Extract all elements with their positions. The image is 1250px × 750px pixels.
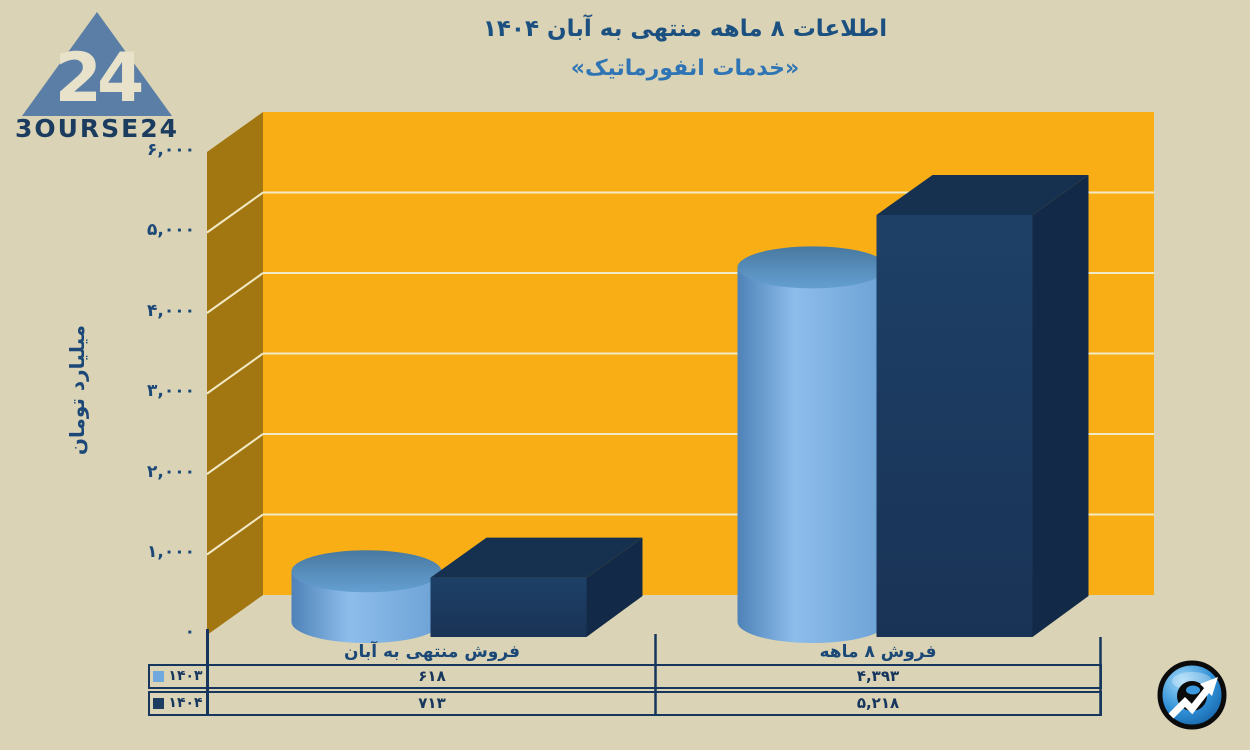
legend-swatch-1404: [153, 698, 165, 709]
y-tick-4000: ۴,۰۰۰: [147, 301, 195, 321]
gridline-side: [206, 433, 264, 475]
box-side-1404-cat2: [1032, 174, 1089, 638]
box-top-1404-cat1: [430, 537, 643, 578]
chart-side-wall: [207, 112, 263, 635]
table-value-1403-cat1: ۶۱۸: [418, 667, 446, 685]
y-tick-0: ۰: [184, 622, 195, 642]
category-label-sales-8-months: فروش ۸ ماهه: [819, 642, 937, 662]
category-label-sales-ending-aban: فروش منتهی به آبان: [343, 642, 521, 662]
y-tick-5000: ۵,۰۰۰: [147, 220, 195, 240]
stock-arrow-ball-logo: [1157, 660, 1227, 730]
ball-logo-arrow-head: [1200, 677, 1218, 696]
chart-back-wall: [263, 112, 1154, 595]
bourse24-triangle-logo: 24 3OURSE24: [15, 12, 179, 142]
table-row-1404-frame: [148, 691, 1102, 716]
cylinder-top-1403-cat2: [737, 246, 888, 289]
y-tick-1000: ۱,۰۰۰: [147, 542, 195, 562]
cylinder-1403-cat2: [737, 267, 888, 643]
y-tick-3000: ۳,۰۰۰: [147, 381, 195, 401]
box-side-1404-cat1: [586, 537, 643, 637]
y-tick-6000: ۶,۰۰۰: [147, 140, 195, 160]
cylinder-top-1403-cat1: [291, 550, 442, 593]
gridline-side: [206, 191, 264, 234]
legend-year-1403: ۱۴۰۳: [168, 668, 203, 684]
gridline-side: [206, 352, 264, 395]
y-axis-title: میلیارد تومان: [65, 324, 89, 456]
gridline-side: [206, 272, 264, 314]
cylinder-1403-cat1: [291, 571, 442, 643]
logo-triangle: [22, 12, 172, 116]
table-row-1403-frame: [148, 664, 1102, 689]
legend-year-1404: ۱۴۰۴: [168, 695, 203, 711]
ball-logo-arrow-line: [1168, 687, 1210, 719]
table-value-1403-cat2: ۴,۳۹۳: [856, 667, 900, 685]
box-top-1404-cat2: [876, 174, 1089, 215]
box-front-1404-cat1: [430, 577, 587, 637]
y-tick-2000: ۲,۰۰۰: [147, 462, 195, 482]
logo-wordmark: 3OURSE24: [15, 114, 179, 142]
legend-item-1404: ۱۴۰۴: [150, 693, 206, 714]
gridline-side: [206, 513, 264, 556]
table-value-1404-cat1: ۷۱۳: [418, 694, 446, 712]
logo-mark-24: 24: [55, 39, 142, 118]
table-value-1404-cat2: ۵,۲۱۸: [856, 694, 900, 712]
legend-item-1403: ۱۴۰۳: [150, 666, 206, 687]
chart-title: اطلاعات ۸ ماهه منتهی به آبان ۱۴۰۴: [482, 16, 888, 42]
ball-logo-donut-glint: [1186, 685, 1200, 695]
chart-subtitle: «خدمات انفورماتیک»: [570, 56, 800, 81]
legend-swatch-1403: [153, 671, 165, 682]
box-front-1404-cat2: [876, 214, 1033, 638]
